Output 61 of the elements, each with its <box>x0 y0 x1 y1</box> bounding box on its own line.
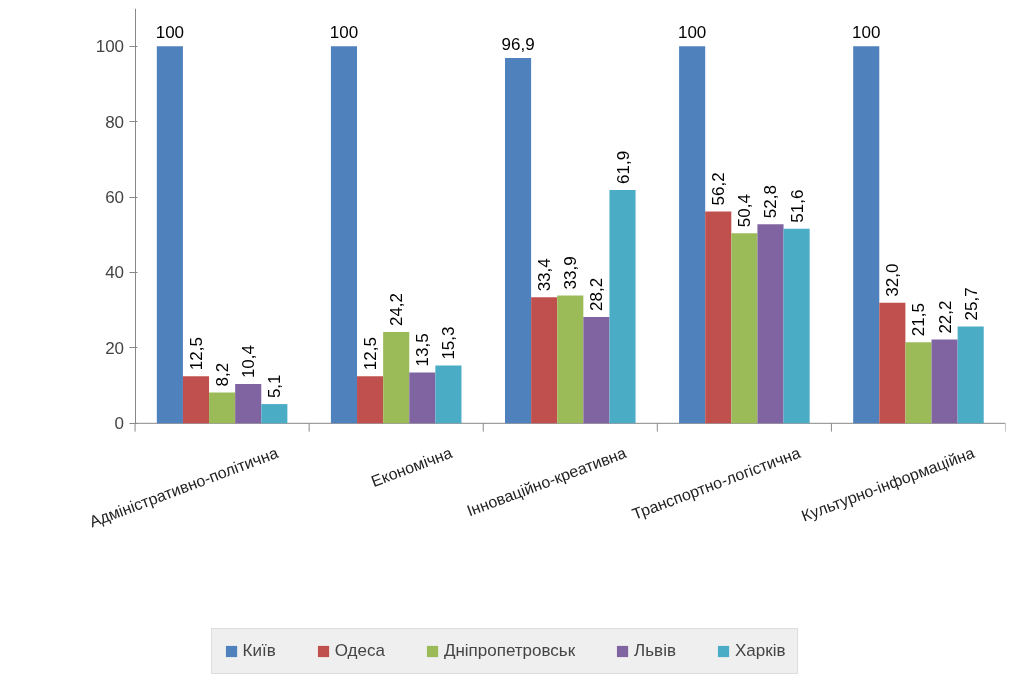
data-label: 32,0 <box>883 263 903 297</box>
bar <box>905 342 932 424</box>
data-label: 100 <box>852 23 881 43</box>
data-label: 21,5 <box>909 303 929 337</box>
data-label: 33,4 <box>535 258 555 292</box>
legend-label: Одеса <box>334 641 385 661</box>
legend-label: Дніпропетровськ <box>443 641 576 661</box>
bar <box>931 339 958 424</box>
bar <box>235 384 262 424</box>
bar <box>156 46 183 424</box>
bar <box>435 365 462 424</box>
data-label: 13,5 <box>413 333 433 367</box>
bar <box>357 376 384 424</box>
bar <box>853 46 880 424</box>
legend-label: Львів <box>634 641 676 661</box>
bar <box>261 404 288 424</box>
bar <box>679 46 706 424</box>
y-tick-label: 80 <box>105 112 125 132</box>
bar <box>705 211 732 424</box>
y-tick-label: 60 <box>105 188 125 208</box>
bar <box>957 326 984 424</box>
data-label: 96,9 <box>501 34 535 54</box>
data-label: 15,3 <box>439 326 459 360</box>
data-label: 61,9 <box>613 150 633 184</box>
data-label: 25,7 <box>961 287 981 321</box>
bar <box>757 224 784 424</box>
data-label: 100 <box>329 23 359 43</box>
bar <box>531 297 558 424</box>
bar <box>879 302 906 424</box>
y-tick-label: 40 <box>105 263 125 283</box>
data-label: 33,9 <box>561 256 581 290</box>
data-label: 12,5 <box>361 337 381 371</box>
data-label: 28,2 <box>587 277 607 311</box>
data-label: 12,5 <box>187 337 206 371</box>
data-label: 5,1 <box>265 374 285 399</box>
data-label: 8,2 <box>213 362 233 387</box>
bar <box>731 233 758 424</box>
bar <box>609 189 636 424</box>
bar <box>383 332 410 424</box>
bar <box>583 316 610 424</box>
bar <box>182 376 210 424</box>
data-label: 56,2 <box>709 172 729 206</box>
legend-label: Київ <box>242 641 276 661</box>
bar <box>505 57 532 424</box>
bar <box>409 372 436 424</box>
data-label: 24,2 <box>387 292 407 327</box>
data-label: 51,6 <box>787 189 807 223</box>
y-tick-label: 100 <box>95 37 125 57</box>
data-label: 50,4 <box>735 194 755 228</box>
bar <box>330 46 358 424</box>
data-label: 22,2 <box>935 300 955 334</box>
data-label: 100 <box>677 23 707 43</box>
data-label: 52,8 <box>761 185 781 219</box>
bar <box>557 295 584 424</box>
y-tick-label: 20 <box>105 338 125 358</box>
data-label: 10,4 <box>239 345 259 379</box>
bar <box>209 392 236 424</box>
bar <box>783 228 810 424</box>
data-label: 100 <box>155 23 185 43</box>
legend-label: Харків <box>734 641 786 661</box>
y-tick-label: 0 <box>114 414 125 434</box>
